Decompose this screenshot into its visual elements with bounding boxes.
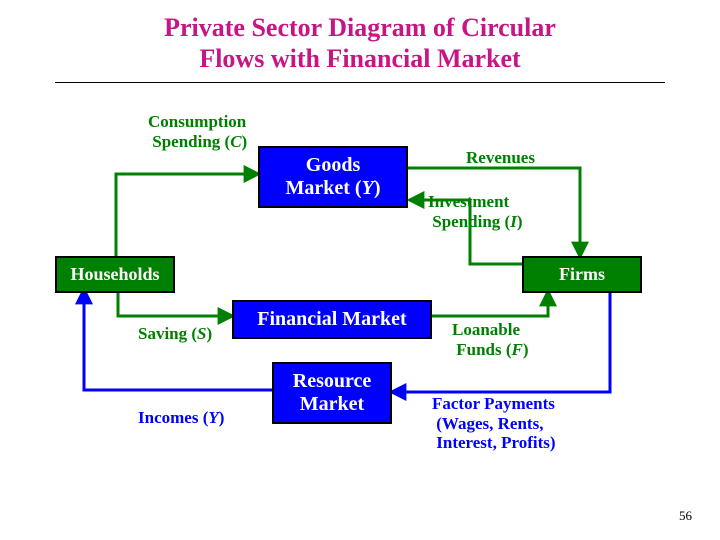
node-line: Goods [306, 154, 360, 176]
node-households: Households [55, 256, 175, 293]
label-factor-payments: Factor Payments (Wages, Rents, Interest,… [432, 394, 556, 453]
node-line: Market ( [286, 177, 362, 199]
title-underline [55, 82, 665, 83]
label-consumption: Consumption Spending (C) [148, 112, 247, 151]
page-title: Private Sector Diagram of Circular Flows… [0, 12, 720, 74]
node-goods-market: Goods Market (Y) [258, 146, 408, 208]
node-financial-market: Financial Market [232, 300, 432, 339]
label-investment: Investment Spending (I) [428, 192, 523, 231]
title-line: Flows with Financial Market [199, 44, 520, 73]
node-line: Market [300, 393, 364, 415]
node-resource-market: Resource Market [272, 362, 392, 424]
label-loanable: Loanable Funds (F) [452, 320, 529, 359]
label-revenues: Revenues [466, 148, 535, 168]
title-line: Private Sector Diagram of Circular [164, 13, 556, 42]
page-number: 56 [679, 508, 692, 524]
label-saving: Saving (S) [138, 324, 212, 344]
node-firms: Firms [522, 256, 642, 293]
var: Y [362, 177, 374, 199]
label-incomes: Incomes (Y) [138, 408, 224, 428]
node-line: Resource [293, 370, 372, 392]
